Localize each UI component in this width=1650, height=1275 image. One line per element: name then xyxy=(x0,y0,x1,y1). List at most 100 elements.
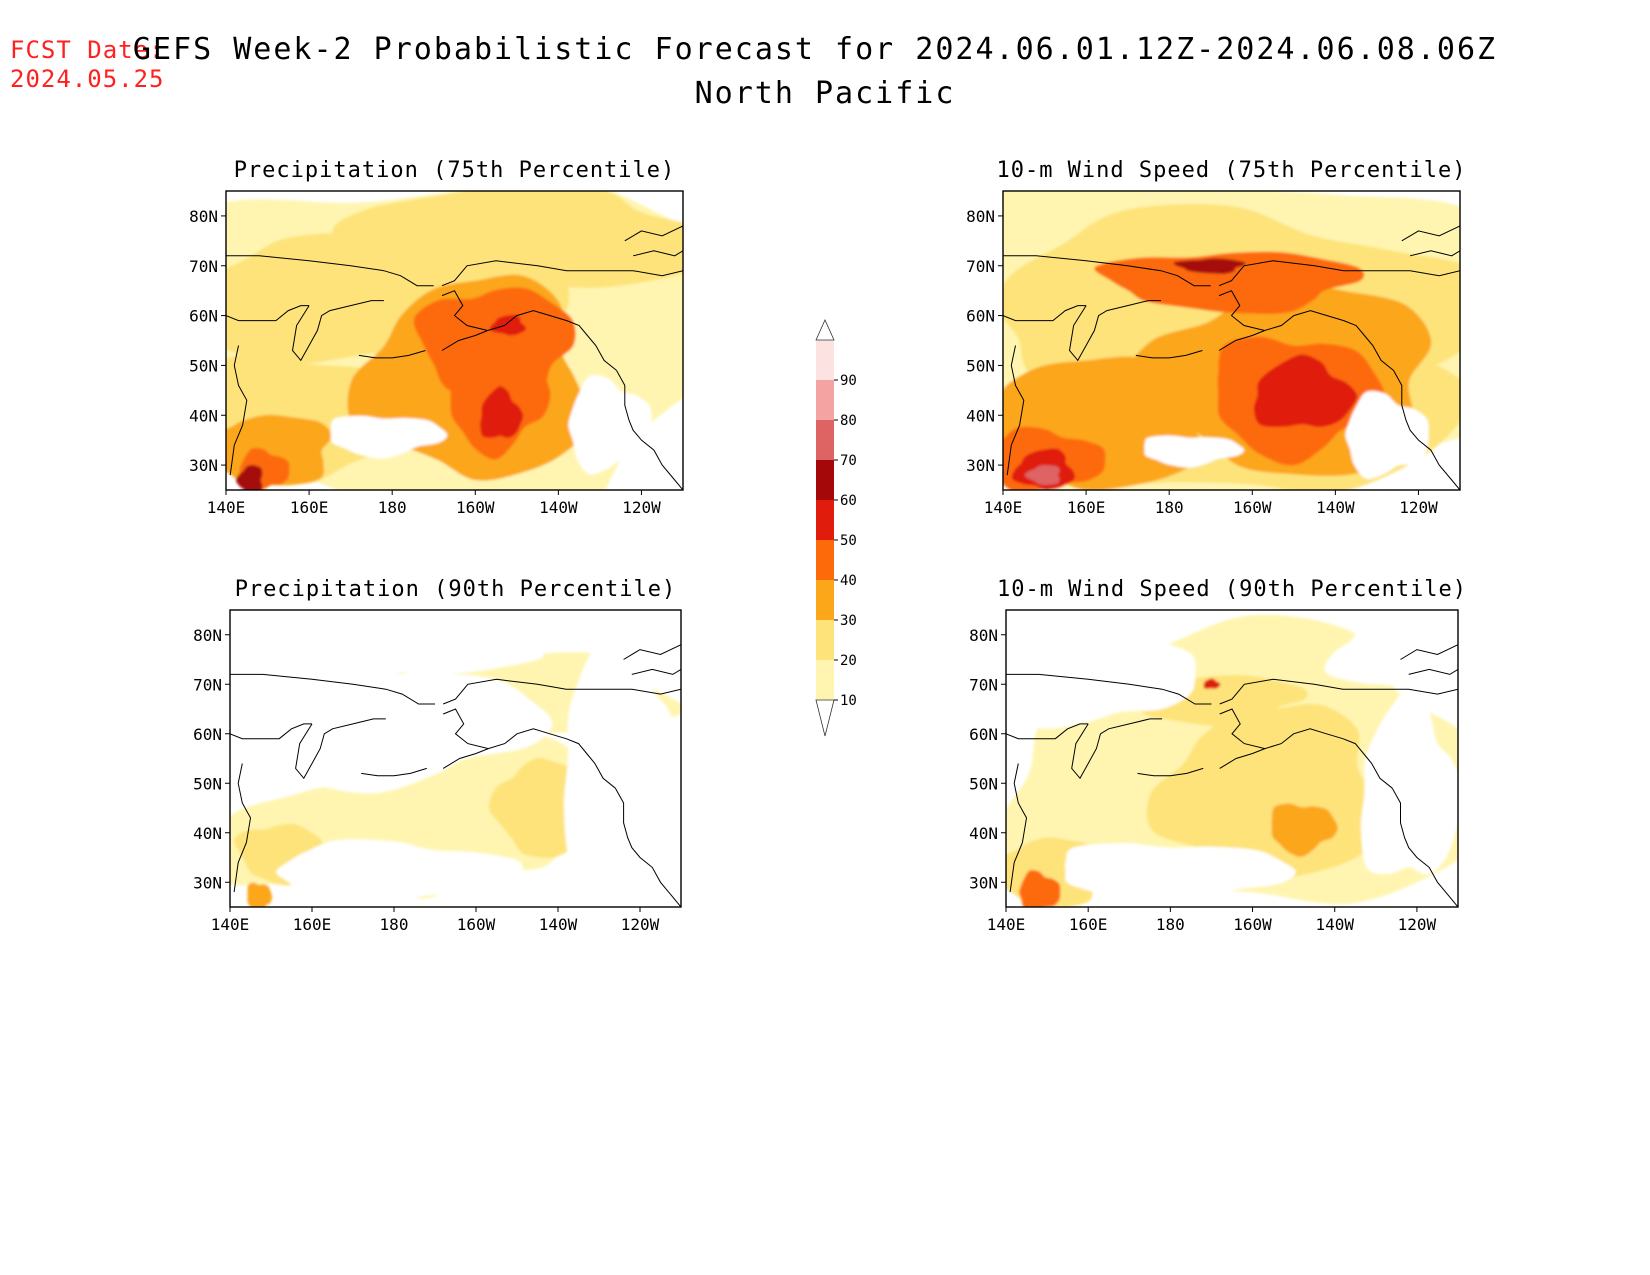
lon-tick-label: 140W xyxy=(1316,498,1355,517)
map-frame xyxy=(1002,190,1461,491)
lat-tick-label: 80N xyxy=(969,626,998,645)
colorbar-swatch xyxy=(816,420,834,460)
colorbar-label: 90 xyxy=(840,373,857,389)
lat-tick-label: 30N xyxy=(969,873,998,892)
colorbar: 10 20 30 40 50 60 70 80 90 xyxy=(815,319,857,737)
low-value-region xyxy=(1360,688,1458,875)
lon-tick-label: 180 xyxy=(378,498,407,517)
lat-tick-label: 30N xyxy=(189,456,218,475)
colorbar-swatch xyxy=(816,380,834,420)
lat-tick-label: 50N xyxy=(193,774,222,793)
lon-tick-label: 160E xyxy=(293,915,332,934)
colorbar-swatch xyxy=(816,340,834,380)
panel-title: 10-m Wind Speed (75th Percentile) xyxy=(996,158,1466,183)
low-value-region xyxy=(1144,435,1245,468)
colorbar-bottom-arrow xyxy=(815,699,835,737)
colorbar-swatch xyxy=(816,660,834,700)
colorbar-swatch xyxy=(816,580,834,620)
colorbar-label: 30 xyxy=(840,613,857,629)
lat-tick-label: 80N xyxy=(189,207,218,226)
contour-region xyxy=(1019,870,1061,907)
low-value-region xyxy=(276,612,544,674)
lon-tick-label: 180 xyxy=(380,915,409,934)
figure-subtitle: North Pacific xyxy=(694,76,956,111)
lon-tick-label: 140W xyxy=(539,498,578,517)
map-panel-wind90: 10-m Wind Speed (90th Percentile) 140E 160… xyxy=(969,577,1467,934)
forecast-date: FCST Date: 2024.05.25 xyxy=(10,36,165,94)
contour-region xyxy=(247,882,273,907)
colorbar-label: 60 xyxy=(840,493,857,509)
lon-tick-label: 140E xyxy=(984,498,1023,517)
lat-tick-label: 60N xyxy=(193,725,222,744)
lon-tick-label: 140E xyxy=(207,498,246,517)
lon-tick-label: 160E xyxy=(290,498,329,517)
lat-tick-label: 50N xyxy=(966,356,995,375)
low-value-region xyxy=(1345,390,1429,479)
panel-title: Precipitation (90th Percentile) xyxy=(235,577,677,602)
coastlines xyxy=(1003,225,1460,490)
lon-tick-label: 180 xyxy=(1156,915,1185,934)
lon-tick-label: 160E xyxy=(1067,498,1106,517)
lon-tick-label: 160W xyxy=(457,915,496,934)
lat-tick-label: 60N xyxy=(966,307,995,326)
colorbar-label: 70 xyxy=(840,453,857,469)
lat-tick-label: 60N xyxy=(969,725,998,744)
lat-tick-label: 80N xyxy=(193,626,222,645)
map-panel-precip90: Precipitation (90th Percentile) 140E 160E 1… xyxy=(193,577,682,934)
colorbar-top-arrow xyxy=(815,319,835,341)
coastlines xyxy=(1006,644,1458,907)
lon-tick-label: 140E xyxy=(987,915,1026,934)
lat-tick-label: 70N xyxy=(189,257,218,276)
lon-tick-label: 120W xyxy=(1399,498,1438,517)
low-value-region xyxy=(1006,619,1196,729)
low-value-region xyxy=(1064,843,1296,907)
lat-tick-label: 40N xyxy=(966,406,995,425)
colorbar-label: 50 xyxy=(840,533,857,549)
lat-tick-label: 60N xyxy=(189,307,218,326)
shaded-field xyxy=(1003,191,1460,490)
contour-region xyxy=(236,465,263,490)
lat-tick-label: 50N xyxy=(189,356,218,375)
lat-tick-label: 70N xyxy=(969,675,998,694)
contour-region xyxy=(480,386,524,438)
lon-tick-label: 140E xyxy=(211,915,250,934)
coastlines xyxy=(226,225,683,490)
shaded-field xyxy=(226,191,683,490)
colorbar-label: 10 xyxy=(840,693,857,709)
low-value-region xyxy=(230,665,553,794)
contour-region xyxy=(488,757,578,858)
lon-tick-label: 160W xyxy=(1233,915,1272,934)
contour-region xyxy=(303,191,683,288)
map-frame xyxy=(225,190,684,491)
contour-region xyxy=(1094,251,1365,314)
lon-tick-label: 140W xyxy=(539,915,578,934)
contour-region xyxy=(1173,258,1246,274)
lon-tick-label: 160W xyxy=(1233,498,1272,517)
contour-region xyxy=(489,314,526,336)
low-value-region xyxy=(563,613,681,872)
lat-tick-label: 30N xyxy=(193,873,222,892)
contour-region xyxy=(1253,354,1358,428)
lat-tick-label: 40N xyxy=(189,406,218,425)
panel-title: 10-m Wind Speed (90th Percentile) xyxy=(997,577,1467,602)
lon-tick-label: 180 xyxy=(1155,498,1184,517)
lon-tick-label: 120W xyxy=(1398,915,1437,934)
figure-title: GEFS Week-2 Probabilistic Forecast for 2… xyxy=(132,32,1498,67)
low-value-region xyxy=(1324,611,1458,694)
lat-tick-label: 40N xyxy=(969,824,998,843)
lon-tick-label: 160E xyxy=(1069,915,1108,934)
colorbar-swatch xyxy=(816,460,834,500)
lon-tick-label: 120W xyxy=(622,498,661,517)
lat-tick-label: 30N xyxy=(966,456,995,475)
colorbar-swatch xyxy=(816,620,834,660)
lon-tick-label: 120W xyxy=(621,915,660,934)
low-value-region xyxy=(330,415,448,459)
forecast-date-label: FCST Date: xyxy=(10,36,165,64)
lat-tick-label: 70N xyxy=(966,257,995,276)
colorbar-label: 40 xyxy=(840,573,857,589)
lat-tick-label: 40N xyxy=(193,824,222,843)
shaded-field xyxy=(1006,610,1458,907)
map-panel-wind75: 10-m Wind Speed (75th Percentile) 140E 160… xyxy=(966,158,1466,517)
coastlines xyxy=(230,644,681,907)
